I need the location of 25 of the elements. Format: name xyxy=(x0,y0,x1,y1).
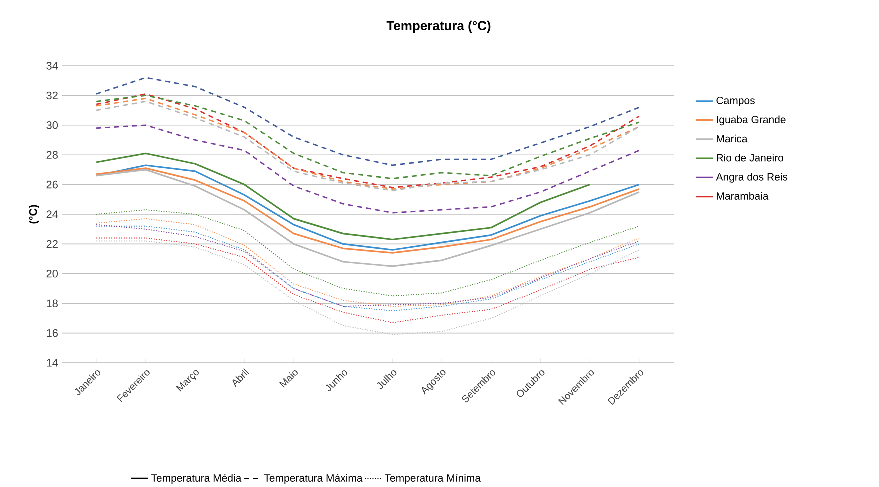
legend-label: Rio de Janeiro xyxy=(717,154,784,162)
y-tick-label: 28 xyxy=(46,151,58,159)
line-series xyxy=(96,209,640,296)
line-series xyxy=(96,152,591,240)
y-tick-label: 18 xyxy=(47,300,58,308)
legend-label: Temperatura Mínima xyxy=(384,474,482,484)
legend-label: Campos xyxy=(716,96,755,106)
legend-label: Temperatura Média xyxy=(151,474,242,484)
line-series xyxy=(96,238,640,324)
chart-title: Temperatura (°C) xyxy=(386,20,491,33)
legend-label: Iguaba Grande xyxy=(717,116,786,126)
y-tick-label: 30 xyxy=(46,121,58,130)
y-tick-label: 32 xyxy=(46,92,58,100)
y-tick-label: 24 xyxy=(46,210,58,218)
y-tick-label: 16 xyxy=(47,329,58,338)
y-tick-label: 14 xyxy=(47,359,58,367)
legend-label: Marambaia xyxy=(717,192,769,200)
y-tick-label: 34 xyxy=(46,62,58,70)
y-tick-label: 26 xyxy=(46,180,58,189)
y-tick-label: 22 xyxy=(46,240,58,248)
y-axis-title: (°C) xyxy=(29,205,40,224)
y-tick-label: 20 xyxy=(46,270,58,278)
legend-label: Temperatura Máxima xyxy=(264,474,363,484)
legend-label: Marica xyxy=(717,134,748,142)
legend-label: Angra dos Reis xyxy=(716,172,788,183)
